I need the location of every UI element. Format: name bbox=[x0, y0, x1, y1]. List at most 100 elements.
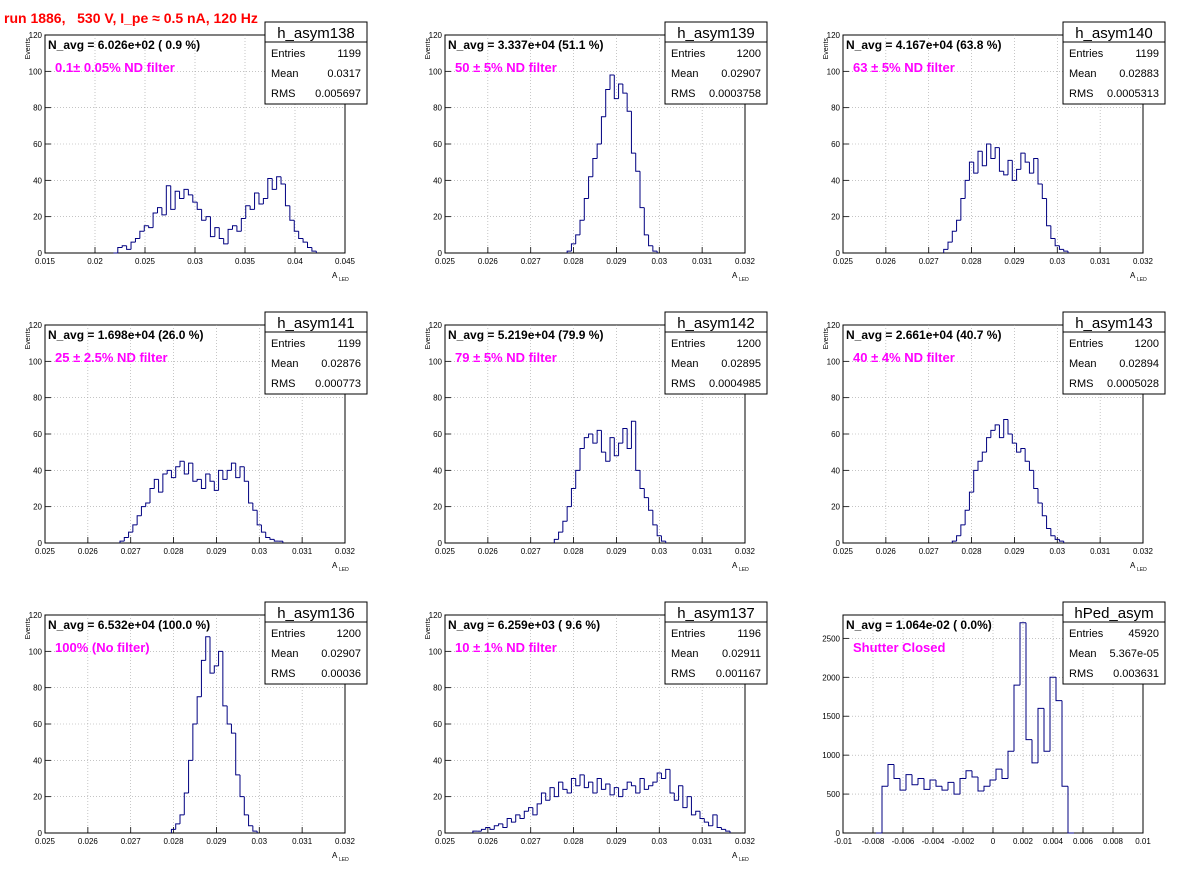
histogram-bin bbox=[1046, 515, 1051, 529]
histogram-bin bbox=[968, 161, 974, 181]
x-tick-label: 0.03 bbox=[1049, 257, 1065, 266]
histogram-bin bbox=[493, 825, 499, 830]
y-tick-label: 20 bbox=[831, 503, 840, 512]
histogram-bin bbox=[230, 462, 236, 471]
histogram-bin bbox=[712, 814, 718, 826]
histogram-bin bbox=[566, 250, 572, 253]
histogram-bin bbox=[536, 803, 542, 815]
histogram-bin bbox=[218, 469, 223, 491]
histogram-bin bbox=[660, 773, 666, 779]
x-tick-label: -0.006 bbox=[892, 837, 915, 846]
histogram-bin bbox=[660, 535, 666, 542]
stats-rms-label: RMS bbox=[271, 88, 295, 100]
x-tick-label: 0.028 bbox=[164, 547, 185, 556]
y-tick-label: 100 bbox=[827, 357, 841, 366]
histogram-bin bbox=[121, 245, 127, 248]
histogram-bin bbox=[528, 807, 533, 812]
stats-mean-value: 0.02894 bbox=[1119, 358, 1159, 370]
histogram-bin bbox=[893, 764, 900, 779]
stats-box bbox=[264, 601, 368, 685]
histogram-bin bbox=[618, 83, 623, 99]
histogram-bin bbox=[643, 488, 649, 499]
histogram-bin bbox=[622, 84, 628, 94]
histogram-bin bbox=[639, 171, 645, 209]
x-tick-label: 0.03 bbox=[651, 257, 667, 266]
histogram-bin bbox=[635, 785, 640, 794]
histogram-bin bbox=[222, 470, 228, 480]
histogram-bin bbox=[964, 179, 970, 199]
stats-rms-value: 0.0004985 bbox=[709, 378, 761, 390]
histogram-bin bbox=[480, 828, 486, 832]
histogram-bin bbox=[725, 829, 730, 832]
histogram-bin bbox=[273, 539, 279, 542]
histogram-bin bbox=[1003, 171, 1008, 176]
x-tick-label: 0.03 bbox=[251, 547, 267, 556]
y-tick-label: 100 bbox=[29, 647, 43, 656]
x-tick-label: 0.025 bbox=[833, 257, 854, 266]
x-tick-label: 0.026 bbox=[876, 547, 897, 556]
x-tick-label: 0.026 bbox=[478, 837, 499, 846]
y-axis-label: Events bbox=[425, 38, 432, 60]
x-axis-label-sub: LED bbox=[339, 277, 349, 283]
histogram-bin bbox=[570, 488, 576, 507]
histogram-name: h_asym136 bbox=[277, 605, 355, 622]
x-tick-label: 0.027 bbox=[919, 257, 940, 266]
stats-rms-label: RMS bbox=[671, 378, 695, 390]
y-axis-label: Events bbox=[25, 328, 32, 350]
histogram-bin bbox=[192, 194, 198, 203]
y-tick-label: 100 bbox=[429, 647, 443, 656]
histogram-bin bbox=[214, 227, 220, 237]
y-tick-label: 40 bbox=[433, 176, 442, 185]
histogram-bin bbox=[613, 437, 619, 457]
histogram-bin bbox=[990, 429, 996, 438]
histogram-bin bbox=[635, 421, 640, 471]
stats-entries-label: Entries bbox=[671, 628, 706, 640]
y-tick-label: 80 bbox=[433, 104, 442, 113]
histogram-bin bbox=[179, 191, 184, 199]
histogram-bin bbox=[695, 810, 700, 815]
histogram-bin bbox=[227, 228, 233, 244]
histogram-bin bbox=[235, 733, 240, 776]
x-tick-label: 0.01 bbox=[1135, 837, 1151, 846]
histogram-name: h_asym137 bbox=[677, 605, 755, 622]
y-tick-label: 120 bbox=[429, 321, 443, 330]
histogram-bin bbox=[166, 469, 172, 474]
histogram-bin bbox=[223, 238, 229, 245]
histogram-bin bbox=[977, 776, 984, 792]
stats-mean-label: Mean bbox=[1069, 648, 1097, 660]
histogram-bin bbox=[600, 116, 606, 144]
stats-entries-value: 1199 bbox=[337, 338, 361, 350]
histogram-bin bbox=[1011, 434, 1017, 444]
histogram-bin bbox=[575, 778, 580, 787]
histogram-bin bbox=[506, 817, 512, 828]
y-tick-label: 40 bbox=[33, 756, 42, 765]
histogram-bin bbox=[1049, 676, 1056, 752]
histogram-bin bbox=[994, 424, 1000, 431]
histogram-bin bbox=[588, 176, 593, 199]
histogram-bin bbox=[635, 153, 640, 172]
x-tick-label: 0.006 bbox=[1073, 837, 1094, 846]
histogram-bin bbox=[630, 420, 636, 449]
y-tick-label: 500 bbox=[827, 790, 841, 799]
stats-rms-value: 0.000773 bbox=[315, 378, 361, 390]
histogram-bin bbox=[519, 814, 525, 819]
stats-entries-value: 1200 bbox=[737, 48, 761, 60]
x-tick-label: 0.025 bbox=[35, 547, 56, 556]
histogram-bin bbox=[293, 220, 299, 232]
histogram-bin bbox=[720, 827, 726, 830]
histogram-bin bbox=[622, 428, 628, 444]
histogram-bin bbox=[161, 207, 167, 216]
histogram-bin bbox=[183, 792, 189, 815]
histogram-bin bbox=[243, 796, 249, 816]
histogram-bin bbox=[639, 778, 645, 794]
histogram-bin bbox=[1046, 198, 1051, 227]
x-tick-label: 0 bbox=[991, 837, 996, 846]
histogram-bin bbox=[1050, 528, 1056, 537]
y-tick-label: 20 bbox=[433, 213, 442, 222]
y-axis-label: Events bbox=[25, 618, 32, 640]
y-tick-label: 100 bbox=[29, 67, 43, 76]
y-tick-label: 2000 bbox=[822, 673, 840, 682]
histogram-bin bbox=[523, 810, 529, 819]
y-tick-label: 60 bbox=[831, 140, 840, 149]
